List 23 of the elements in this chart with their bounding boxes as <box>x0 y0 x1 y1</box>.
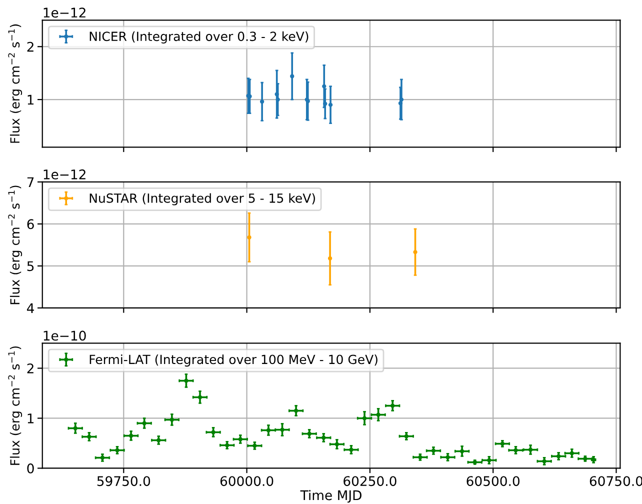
x-tick-label: 60000.0 <box>220 476 274 486</box>
y-axis-title: Flux (erg cm$^{−2}$ s$^{−1}$) <box>8 186 22 304</box>
x-tick-label: 60500.0 <box>466 476 520 486</box>
x-axis-title: Time MJD <box>300 490 362 503</box>
x-tick-label: 60250.0 <box>344 476 396 486</box>
y-tick-label: 1 <box>28 414 34 424</box>
y-tick-label: 7 <box>27 177 34 187</box>
text: 1e−12 <box>44 8 86 18</box>
legend-label: NuSTAR (Integrated over 5 - 15 keV) <box>90 193 315 206</box>
y-tick-label: 1 <box>28 94 34 105</box>
legend-label: Fermi-LAT (Integrated over 100 MeV - 10 GeV) <box>90 354 378 367</box>
y-tick-label: 0 <box>27 463 34 474</box>
y-axis-title: Flux (erg cm$^{−2}$ s$^{−1}$) <box>8 24 22 143</box>
y-tick-label: 2 <box>27 42 34 52</box>
y-tick-label: 6 <box>27 219 34 230</box>
text: 1e−12 <box>44 169 86 180</box>
legend-label: NICER (Integrated over 0.3 - 2 keV) <box>90 31 308 44</box>
y-tick-label: 5 <box>27 261 34 272</box>
y-tick-label: 2 <box>27 363 34 374</box>
text: 1e−10 <box>44 330 86 341</box>
y-axis-title: Flux (erg cm$^{−2}$ s$^{−1}$) <box>8 346 22 465</box>
x-tick-label: 59750.0 <box>97 476 150 486</box>
y-tick-label: 4 <box>26 303 34 313</box>
